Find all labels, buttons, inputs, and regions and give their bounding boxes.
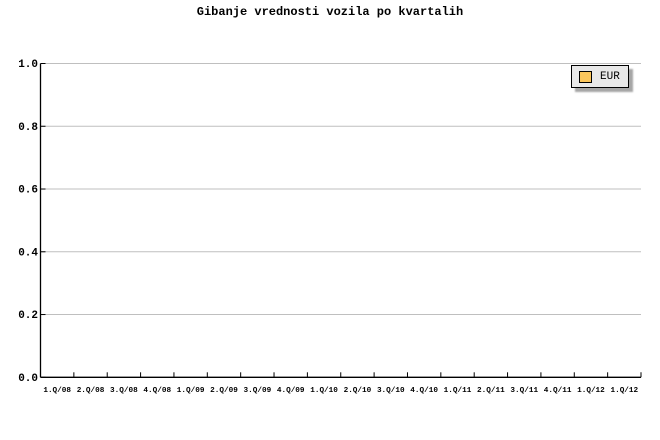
svg-text:1.Q/09: 1.Q/09: [177, 387, 205, 395]
svg-text:4.Q/09: 4.Q/09: [277, 387, 305, 395]
svg-text:3.Q/09: 3.Q/09: [244, 387, 272, 395]
svg-text:3.Q/08: 3.Q/08: [110, 387, 138, 395]
svg-text:2.Q/08: 2.Q/08: [77, 387, 105, 395]
svg-text:0.4: 0.4: [18, 247, 38, 259]
svg-text:2.Q/11: 2.Q/11: [477, 387, 505, 395]
svg-text:1.Q/12: 1.Q/12: [577, 387, 605, 395]
svg-text:0.8: 0.8: [18, 122, 38, 134]
svg-text:1.Q/10: 1.Q/10: [310, 387, 338, 395]
svg-text:1.0: 1.0: [18, 59, 38, 71]
svg-text:1.Q/08: 1.Q/08: [43, 387, 71, 395]
svg-text:4.Q/11: 4.Q/11: [544, 387, 572, 395]
svg-text:4.Q/10: 4.Q/10: [410, 387, 438, 395]
svg-text:0.6: 0.6: [18, 185, 38, 197]
svg-text:1.Q/12: 1.Q/12: [610, 387, 638, 395]
svg-text:1.Q/11: 1.Q/11: [444, 387, 472, 395]
svg-text:0.0: 0.0: [18, 373, 38, 385]
svg-text:3.Q/11: 3.Q/11: [510, 387, 538, 395]
svg-text:3.Q/10: 3.Q/10: [377, 387, 405, 395]
svg-text:2.Q/09: 2.Q/09: [210, 387, 238, 395]
svg-text:0.2: 0.2: [18, 310, 38, 322]
svg-text:2.Q/10: 2.Q/10: [344, 387, 372, 395]
svg-text:4.Q/08: 4.Q/08: [143, 387, 171, 395]
